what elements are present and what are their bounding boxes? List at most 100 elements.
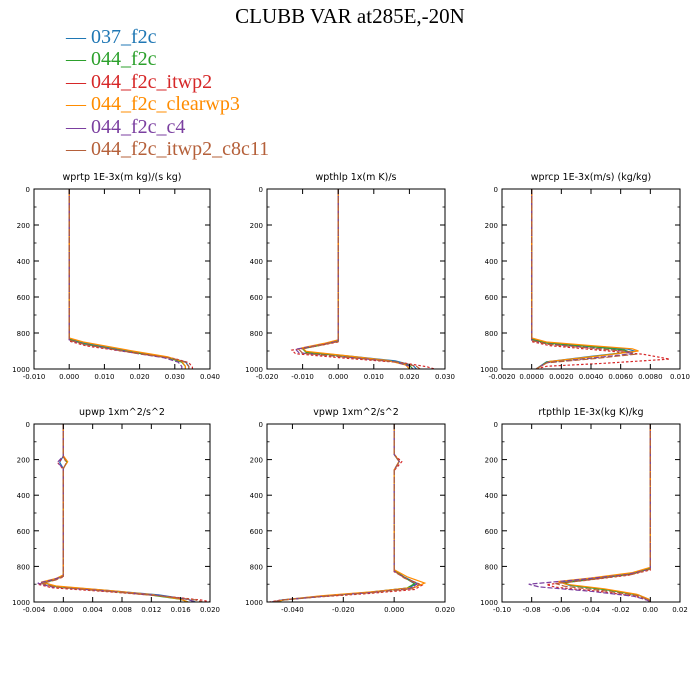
series-group <box>37 424 210 602</box>
series-line-044_f2c_itwp2_c8c11 <box>297 189 421 369</box>
y-tick-label: 600 <box>17 294 30 302</box>
series-line-044_f2c_clearwp3 <box>558 424 651 602</box>
y-tick-label: 0 <box>494 186 498 194</box>
series-line-044_f2c_itwp2 <box>290 189 435 369</box>
x-tick-label: 0.004 <box>83 606 104 614</box>
x-tick-label: 0.020 <box>399 373 419 381</box>
legend-item: — 044_f2c_itwp2 <box>66 71 269 93</box>
x-tick-label: 0.000 <box>59 373 79 381</box>
y-tick-label: 800 <box>17 330 30 338</box>
series-line-044_f2c_c4 <box>68 189 183 369</box>
y-tick-label: 0 <box>259 421 263 429</box>
x-tick-label: -0.04 <box>582 606 601 614</box>
x-tick-label: -0.010 <box>23 373 46 381</box>
y-tick-label: 800 <box>250 330 263 338</box>
y-tick-label: 800 <box>250 563 263 571</box>
y-tick-label: 600 <box>250 528 263 536</box>
legend-item: — 044_f2c_itwp2_c8c11 <box>66 138 269 160</box>
plot-frame <box>33 188 211 370</box>
x-tick-label: -0.0020 <box>488 373 515 381</box>
series-line-044_f2c_c4 <box>271 424 419 602</box>
series-line-044_f2c_clearwp3 <box>531 189 639 369</box>
x-tick-label: 0.0060 <box>608 373 633 381</box>
x-tick-label: 0.008 <box>112 606 132 614</box>
x-tick-label: 0.0020 <box>549 373 574 381</box>
series-group <box>290 189 435 369</box>
series-line-037_f2c <box>41 424 196 602</box>
y-tick-label: 800 <box>17 563 30 571</box>
series-line-044_f2c_itwp2_c8c11 <box>41 424 203 602</box>
plot-frame <box>501 188 681 370</box>
series-line-044_f2c_itwp2_c8c11 <box>271 424 421 602</box>
subplot: wprcp 1E-3x(m/s) (kg/kg) 0 200 400 600 800 100… <box>480 172 690 381</box>
y-tick-label: 200 <box>250 222 263 230</box>
x-tick-label: 0.030 <box>435 373 455 381</box>
plot-frame <box>266 188 446 370</box>
series-group <box>528 424 651 602</box>
legend-swatch: — <box>66 115 86 138</box>
y-tick-label: 400 <box>17 492 30 500</box>
series-line-044_f2c_c4 <box>528 424 651 602</box>
y-tick-label: 400 <box>250 492 263 500</box>
legend-swatch: — <box>66 48 86 71</box>
series-group <box>269 424 427 602</box>
y-tick-label: 200 <box>17 457 30 465</box>
series-line-044_f2c_clearwp3 <box>68 189 186 369</box>
x-tick-label: 0.010 <box>364 373 384 381</box>
x-tick-label: 0.012 <box>141 606 161 614</box>
legend-swatch: — <box>66 70 86 93</box>
x-tick-label: 0.020 <box>130 373 150 381</box>
series-line-044_f2c_c4 <box>294 189 414 369</box>
legend-label: 044_f2c_clearwp3 <box>91 93 240 116</box>
y-tick-label: 1000 <box>480 599 498 607</box>
series-line-044_f2c_itwp2 <box>531 189 670 369</box>
legend: — 037_f2c — 044_f2c — 044_f2c_itwp2 — 04… <box>66 26 269 160</box>
chart-title: CLUBB VAR at285E,-20N <box>235 4 465 28</box>
series-line-037_f2c <box>271 424 419 602</box>
subplot: wprtp 1E-3x(m kg)/(s kg) 0 200 400 600 800 100… <box>12 172 220 381</box>
x-tick-label: -0.020 <box>256 373 279 381</box>
x-tick-label: -0.004 <box>23 606 46 614</box>
y-tick-label: 400 <box>17 258 30 266</box>
y-tick-label: 600 <box>17 528 30 536</box>
y-tick-label: 800 <box>485 563 498 571</box>
legend-swatch: — <box>66 138 86 161</box>
subplot: rtpthlp 1E-3x(kg K)/kg02004006008001000-… <box>480 407 688 614</box>
x-tick-label: 0.000 <box>384 606 404 614</box>
x-tick-label: -0.020 <box>332 606 355 614</box>
legend-label: 044_f2c <box>91 48 157 71</box>
subplot-title: vpwp 1xm^2/s^2 <box>313 407 399 418</box>
y-tick-label: 400 <box>250 258 263 266</box>
y-tick-label: 0 <box>26 186 30 194</box>
y-tick-label: 200 <box>485 457 498 465</box>
x-tick-label: 0.0040 <box>579 373 604 381</box>
y-tick-label: 1000 <box>245 599 263 607</box>
series-line-037_f2c <box>561 424 651 602</box>
series-line-044_f2c_clearwp3 <box>301 189 410 369</box>
x-tick-label: 0.030 <box>165 373 185 381</box>
y-tick-label: 200 <box>250 457 263 465</box>
legend-item: — 037_f2c <box>66 26 269 48</box>
series-group <box>531 189 670 369</box>
subplot-title: wprtp 1E-3x(m kg)/(s kg) <box>63 172 182 183</box>
x-tick-label: -0.08 <box>523 606 541 614</box>
series-line-044_f2c_itwp2_c8c11 <box>555 424 651 602</box>
subplot: wpthlp 1x(m K)/s 0 200 400 600 800 1000-0.020 -… <box>245 172 455 381</box>
x-tick-label: 0.010 <box>94 373 114 381</box>
y-tick-label: 600 <box>250 294 263 302</box>
legend-swatch: — <box>66 26 86 48</box>
x-tick-label: 0.020 <box>200 606 220 614</box>
series-line-044_f2c_itwp2 <box>68 189 193 369</box>
legend-item: — 044_f2c <box>66 48 269 70</box>
series-line-044_f2c_itwp2_c8c11 <box>68 189 190 369</box>
series-line-044_f2c_itwp2 <box>269 424 424 602</box>
y-tick-label: 0 <box>26 421 30 429</box>
plot-frame <box>33 423 211 603</box>
subplot-title: wpthlp 1x(m K)/s <box>316 172 397 183</box>
x-tick-label: 0.010 <box>670 373 690 381</box>
x-tick-label: -0.010 <box>291 373 314 381</box>
y-tick-label: 400 <box>485 492 498 500</box>
series-line-037_f2c <box>301 189 417 369</box>
x-tick-label: -0.10 <box>493 606 511 614</box>
